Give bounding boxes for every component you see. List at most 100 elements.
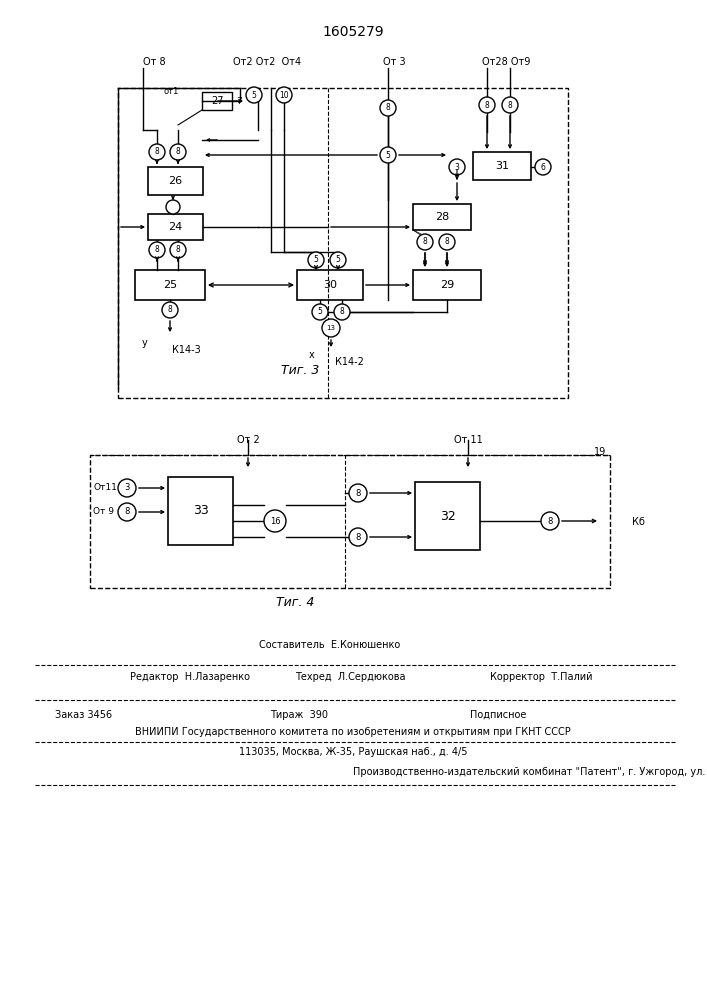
Bar xyxy=(413,204,471,230)
Text: ВНИИПИ Государственного комитета по изобретениям и открытиям при ГКНТ СССР: ВНИИПИ Государственного комитета по изоб… xyxy=(135,727,571,737)
Text: К14-2: К14-2 xyxy=(335,357,364,367)
Circle shape xyxy=(380,147,396,163)
Circle shape xyxy=(330,252,346,268)
Text: Заказ 3456: Заказ 3456 xyxy=(55,710,112,720)
Circle shape xyxy=(535,159,551,175)
Circle shape xyxy=(170,242,186,258)
Text: 8: 8 xyxy=(508,101,513,109)
Circle shape xyxy=(449,159,465,175)
Circle shape xyxy=(312,304,328,320)
Text: 5: 5 xyxy=(314,255,318,264)
Text: 8: 8 xyxy=(155,245,159,254)
Circle shape xyxy=(170,144,186,160)
Text: От 11: От 11 xyxy=(454,435,482,445)
Text: 113035, Москва, Ж-35, Раушская наб., д. 4/5: 113035, Москва, Ж-35, Раушская наб., д. … xyxy=(239,747,467,757)
Text: От11: От11 xyxy=(93,483,117,491)
Bar xyxy=(297,270,363,300)
Circle shape xyxy=(149,144,165,160)
Bar xyxy=(148,167,203,195)
Text: 8: 8 xyxy=(445,237,450,246)
Circle shape xyxy=(118,479,136,497)
Circle shape xyxy=(380,100,396,116)
Circle shape xyxy=(349,528,367,546)
Text: 26: 26 xyxy=(168,176,182,186)
Text: 31: 31 xyxy=(495,161,509,171)
Text: 8: 8 xyxy=(484,101,489,109)
Circle shape xyxy=(334,304,350,320)
Text: 8: 8 xyxy=(175,147,180,156)
Text: От28 От9: От28 От9 xyxy=(482,57,530,67)
Text: Составитель  Е.Конюшенко: Составитель Е.Конюшенко xyxy=(259,640,401,650)
Text: 8: 8 xyxy=(547,516,553,526)
Circle shape xyxy=(349,484,367,502)
Circle shape xyxy=(162,302,178,318)
Text: 16: 16 xyxy=(269,516,280,526)
Bar xyxy=(148,214,203,240)
Text: 5: 5 xyxy=(252,91,257,100)
Text: Редактор  Н.Лазаренко: Редактор Н.Лазаренко xyxy=(130,672,250,682)
Text: 8: 8 xyxy=(385,104,390,112)
Text: 19: 19 xyxy=(594,447,606,457)
Text: 30: 30 xyxy=(323,280,337,290)
Text: 27: 27 xyxy=(211,96,223,106)
Circle shape xyxy=(308,252,324,268)
Text: 29: 29 xyxy=(440,280,454,290)
Text: 8: 8 xyxy=(168,306,173,314)
Bar xyxy=(90,455,610,588)
Text: у: у xyxy=(142,338,148,348)
Text: 5: 5 xyxy=(336,255,341,264)
Text: 28: 28 xyxy=(435,212,449,222)
Text: От 3: От 3 xyxy=(383,57,406,67)
Text: От 2: От 2 xyxy=(237,435,259,445)
Text: Тираж  390: Тираж 390 xyxy=(270,710,328,720)
Text: Производственно-издательский комбинат "Патент", г. Ужгород, ул. Гагарина, 101: Производственно-издательский комбинат "П… xyxy=(353,767,707,777)
Bar xyxy=(135,270,205,300)
Text: Τиг. 4: Τиг. 4 xyxy=(276,595,314,608)
Bar xyxy=(413,270,481,300)
Bar xyxy=(168,477,233,545)
Circle shape xyxy=(417,234,433,250)
Circle shape xyxy=(149,242,165,258)
Text: Корректор  Т.Палий: Корректор Т.Палий xyxy=(490,672,592,682)
Text: от1: от1 xyxy=(163,88,178,97)
Circle shape xyxy=(502,97,518,113)
Text: Кб: Кб xyxy=(632,517,645,527)
Bar xyxy=(118,88,568,398)
Text: 6: 6 xyxy=(541,162,545,172)
Circle shape xyxy=(276,87,292,103)
Text: Подписное: Подписное xyxy=(470,710,527,720)
Text: 33: 33 xyxy=(192,504,209,518)
Text: 8: 8 xyxy=(356,488,361,497)
Circle shape xyxy=(541,512,559,530)
Text: 3: 3 xyxy=(455,162,460,172)
Text: 8: 8 xyxy=(175,245,180,254)
Text: 25: 25 xyxy=(163,280,177,290)
Circle shape xyxy=(479,97,495,113)
Text: 1605279: 1605279 xyxy=(322,25,384,39)
Bar xyxy=(415,482,480,550)
Text: х: х xyxy=(309,350,315,360)
Text: 3: 3 xyxy=(124,484,129,492)
Text: 32: 32 xyxy=(440,510,455,522)
Circle shape xyxy=(118,503,136,521)
Text: 24: 24 xyxy=(168,222,182,232)
Text: 13: 13 xyxy=(327,325,336,331)
Text: От 9: От 9 xyxy=(93,508,114,516)
Text: 8: 8 xyxy=(155,147,159,156)
Text: 10: 10 xyxy=(279,91,289,100)
Circle shape xyxy=(264,510,286,532)
Text: Техред  Л.Сердюкова: Техред Л.Сердюкова xyxy=(295,672,406,682)
Text: 8: 8 xyxy=(339,308,344,316)
Text: 8: 8 xyxy=(356,532,361,542)
Text: 8: 8 xyxy=(423,237,427,246)
Text: 7: 7 xyxy=(236,97,242,105)
Text: Τиг. 3: Τиг. 3 xyxy=(281,363,319,376)
Circle shape xyxy=(246,87,262,103)
Text: От2 От2  От4: От2 От2 От4 xyxy=(233,57,301,67)
Text: К14-3: К14-3 xyxy=(172,345,201,355)
Bar xyxy=(473,152,531,180)
Circle shape xyxy=(322,319,340,337)
Text: 5: 5 xyxy=(385,150,390,159)
Circle shape xyxy=(439,234,455,250)
Text: 5: 5 xyxy=(317,308,322,316)
